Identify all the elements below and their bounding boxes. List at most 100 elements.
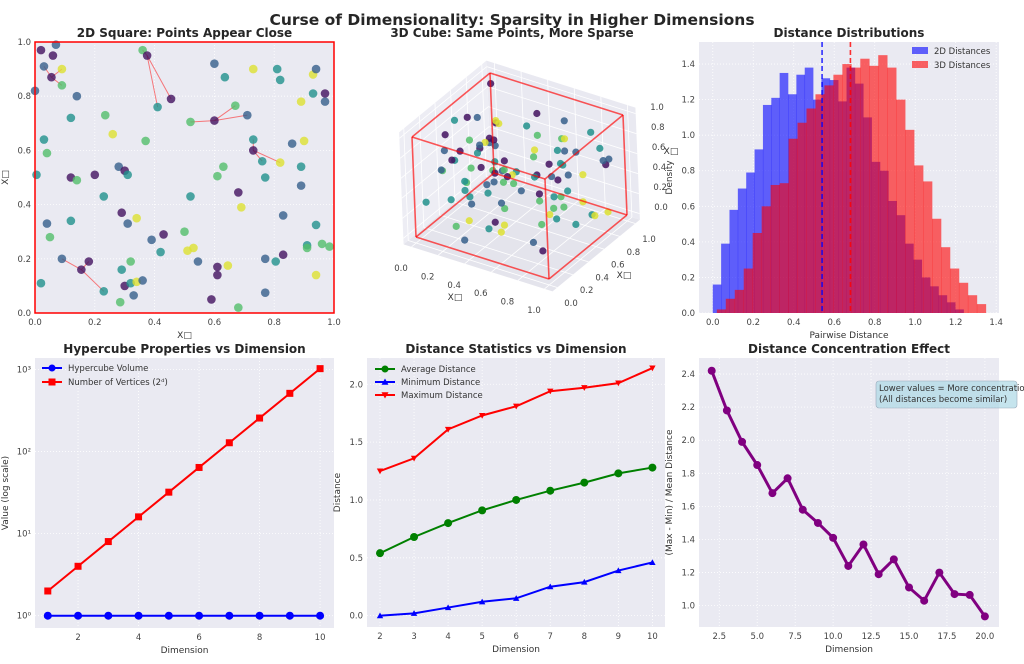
neighbor-link <box>253 149 281 164</box>
data-point <box>448 156 456 164</box>
y-tick-label: 10³ <box>17 365 31 375</box>
x-tick-label: 1.0 <box>327 318 341 328</box>
legend-label: Minimum Distance <box>401 378 480 388</box>
data-point <box>90 170 100 180</box>
data-point <box>164 611 173 620</box>
data-point <box>320 97 330 106</box>
data-point <box>180 227 189 236</box>
data-point <box>100 110 110 120</box>
x1-tick-label: 0.8 <box>501 298 515 308</box>
data-point <box>296 181 306 190</box>
data-point <box>935 568 944 577</box>
data-point <box>473 113 481 122</box>
data-point <box>77 265 86 274</box>
histogram-bar <box>779 183 789 313</box>
gridline-3d <box>573 88 580 201</box>
data-point <box>132 213 141 223</box>
data-point <box>579 171 587 179</box>
cube-edge <box>411 72 491 138</box>
y-tick-label: 0.0 <box>349 612 363 622</box>
data-point <box>591 212 599 220</box>
histogram-bar <box>941 247 951 313</box>
data-point <box>615 380 622 387</box>
y-tick-label: 0.6 <box>681 202 695 212</box>
y-tick-label: 1.2 <box>681 96 695 106</box>
x-tick-label: 3 <box>411 632 416 642</box>
histogram-bar <box>923 181 933 313</box>
annotation-background <box>875 380 1018 409</box>
x-axis-label: X□ <box>448 293 463 303</box>
panel-3d-cube: 0.00.00.00.20.20.20.40.40.40.60.60.60.80… <box>390 26 678 316</box>
data-point <box>219 162 228 171</box>
data-point <box>497 228 505 236</box>
gridline-3d <box>487 86 637 135</box>
data-point <box>465 136 474 144</box>
data-point <box>468 200 476 208</box>
data-point <box>376 612 384 619</box>
histogram-bar <box>806 108 816 313</box>
data-point <box>533 109 541 118</box>
panel-title: 3D Cube: Same Points, More Sparse <box>390 26 633 40</box>
x-tick-label: 12.5 <box>862 632 881 642</box>
data-point <box>210 116 219 125</box>
x1-tick-label: 0.6 <box>474 289 488 299</box>
x3-tick-label: 0.0 <box>654 203 668 213</box>
data-point <box>422 198 430 206</box>
data-point <box>547 583 554 590</box>
data-point <box>317 239 327 249</box>
y-tick-label: 0.0 <box>681 309 695 319</box>
data-point <box>410 455 418 462</box>
x-tick-label: 0.4 <box>148 318 162 328</box>
x-tick-label: 0.0 <box>28 318 42 328</box>
gridline-3d <box>470 188 620 237</box>
data-point <box>72 91 82 101</box>
data-point <box>57 81 67 90</box>
histogram-bar <box>734 289 745 313</box>
data-point <box>108 129 118 139</box>
y-axis-label: Density <box>665 160 675 195</box>
panel-distance-distributions: 0.0 0.2 0.4 0.6 0.8 1.0 1.2 1.4 0.0 0.2 0.4 0.6 0.8 1… <box>665 26 1003 341</box>
data-point <box>156 247 165 257</box>
legend-label: Hypercube Volume <box>68 364 148 374</box>
cube-edge <box>411 136 546 180</box>
gridline-3d <box>627 105 633 218</box>
data-point <box>490 178 498 186</box>
data-point <box>599 157 607 165</box>
data-point <box>587 128 595 136</box>
data-point <box>410 532 419 541</box>
gridline-3d <box>600 96 606 209</box>
data-point <box>285 611 294 620</box>
data-point <box>441 131 449 139</box>
data-point <box>483 181 491 189</box>
data-point <box>529 153 538 161</box>
y-axis-label: X□ <box>617 271 632 281</box>
data-point <box>512 495 521 504</box>
x1-tick-label: 1.0 <box>527 306 541 316</box>
x-tick-label: 0.0 <box>706 318 720 328</box>
data-point <box>580 478 589 487</box>
data-point <box>237 203 246 212</box>
x-tick-label: 0.8 <box>868 318 882 328</box>
data-point <box>523 122 531 130</box>
data-point <box>186 192 195 201</box>
data-point <box>299 136 309 146</box>
data-point <box>615 567 622 574</box>
data-point <box>225 611 234 620</box>
histogram-bar <box>725 298 736 313</box>
histogram-bar <box>905 129 915 313</box>
data-point <box>450 116 459 124</box>
x3-tick-label: 0.6 <box>652 143 666 153</box>
data-point <box>553 215 561 223</box>
x1-tick-label: 0.4 <box>447 281 461 291</box>
data-point <box>490 136 498 144</box>
data-point <box>275 75 285 85</box>
x-tick-label: 7.5 <box>788 632 802 642</box>
x2-tick-label: 0.4 <box>595 273 609 283</box>
data-point <box>248 146 258 155</box>
annotation-text: Lower values = More concentration <box>879 384 1024 394</box>
x-axis-label: Dimension <box>161 646 209 656</box>
data-point <box>165 488 173 496</box>
data-point <box>463 113 471 121</box>
x-tick-label: 5.0 <box>750 632 764 642</box>
data-point <box>126 257 135 266</box>
